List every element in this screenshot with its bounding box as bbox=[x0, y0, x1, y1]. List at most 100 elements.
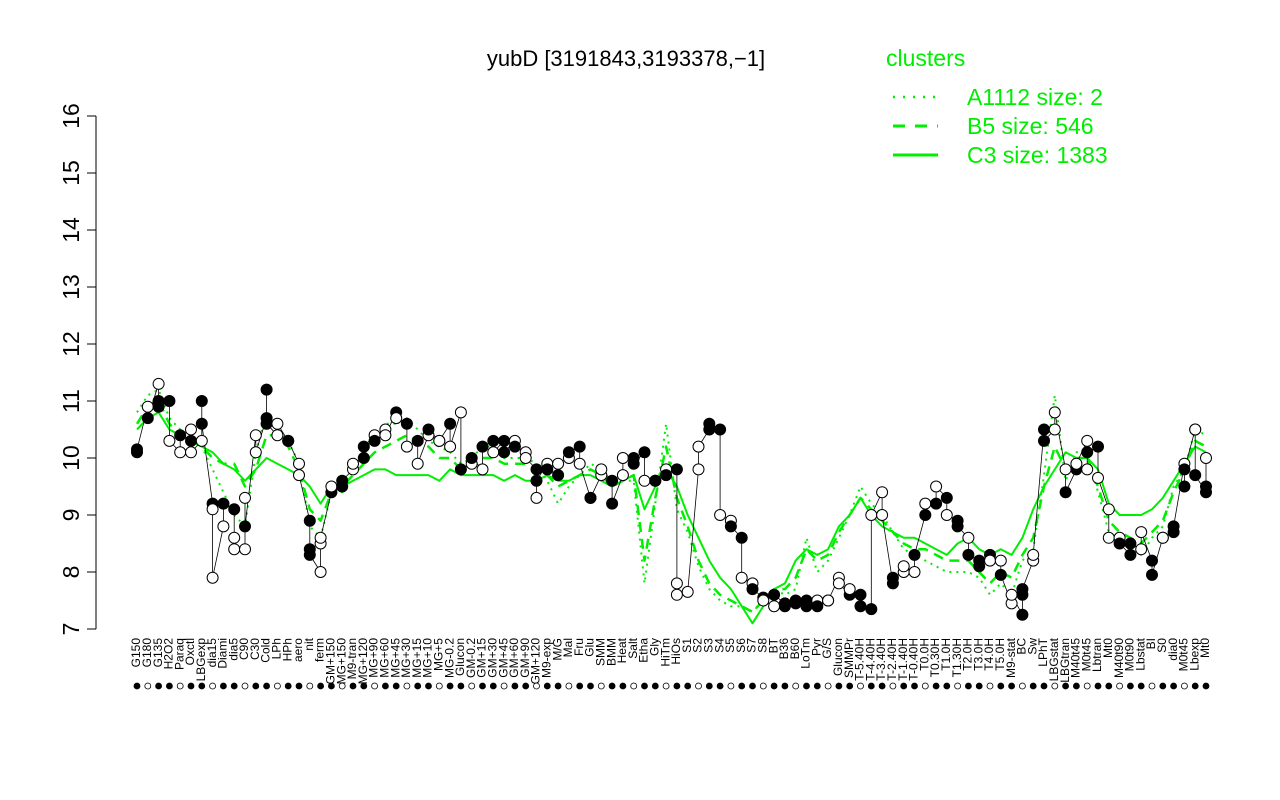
y-tick-label: 16 bbox=[58, 103, 84, 129]
x-tick-label: GM+120 bbox=[529, 638, 543, 685]
x-marker bbox=[1181, 682, 1188, 690]
data-point bbox=[876, 486, 889, 499]
legend: clusters A1112 size: 2 B5 size: 546 C3 s… bbox=[886, 45, 1108, 168]
x-tick-label: GM+30 bbox=[486, 638, 500, 678]
data-point bbox=[347, 457, 359, 470]
data-point bbox=[1092, 440, 1104, 453]
data-point bbox=[336, 474, 349, 487]
x-marker bbox=[727, 682, 735, 690]
data-point bbox=[249, 429, 262, 442]
data-point bbox=[735, 531, 748, 544]
x-marker bbox=[1127, 682, 1134, 690]
x-tick-label: dia5 bbox=[226, 638, 240, 661]
data-point bbox=[908, 548, 921, 561]
x-marker bbox=[133, 682, 141, 690]
data-point bbox=[1081, 463, 1094, 476]
x-tick-label: Mt0 bbox=[1198, 638, 1212, 658]
x-tick-label: T-2.40H bbox=[885, 638, 899, 681]
data-point bbox=[1135, 526, 1148, 539]
data-point bbox=[228, 531, 241, 544]
data-point bbox=[195, 434, 208, 447]
x-tick-label: Lbtran bbox=[1090, 638, 1104, 672]
x-marker bbox=[1191, 682, 1199, 690]
x-tick-label: GM+45 bbox=[496, 638, 510, 678]
x-marker bbox=[349, 682, 357, 690]
data-point bbox=[303, 514, 316, 527]
x-tick-label: M40t90 bbox=[1112, 638, 1126, 678]
x-marker bbox=[144, 682, 152, 690]
data-point bbox=[1081, 446, 1094, 459]
x-tick-label: T1.0H bbox=[939, 638, 953, 671]
x-marker bbox=[738, 682, 746, 690]
x-marker bbox=[273, 682, 281, 690]
data-point bbox=[606, 497, 619, 510]
x-marker bbox=[651, 682, 659, 690]
x-marker bbox=[1040, 682, 1048, 690]
data-point bbox=[940, 509, 953, 521]
y-tick-label: 13 bbox=[58, 274, 84, 300]
data-point bbox=[1167, 520, 1180, 533]
x-marker bbox=[975, 682, 983, 690]
data-point bbox=[962, 548, 975, 561]
x-tick-label: aero bbox=[291, 638, 305, 662]
x-tick-label: S2 bbox=[691, 638, 705, 653]
x-tick-label: T0.0H bbox=[917, 638, 931, 671]
x-marker bbox=[1202, 682, 1210, 690]
x-marker bbox=[943, 682, 951, 690]
x-tick-label: LoTm bbox=[799, 638, 813, 669]
data-point bbox=[185, 446, 197, 459]
data-point bbox=[1135, 543, 1148, 556]
data-point bbox=[1038, 423, 1050, 436]
data-point bbox=[444, 440, 457, 453]
legend-label-solid: C3 size: 1383 bbox=[967, 142, 1108, 168]
data-point bbox=[573, 440, 586, 453]
data-point bbox=[1102, 531, 1115, 544]
data-point bbox=[1059, 486, 1072, 499]
data-point bbox=[649, 474, 662, 487]
x-tick-label: BC bbox=[1015, 638, 1029, 655]
data-point bbox=[476, 440, 489, 453]
x-marker bbox=[986, 682, 994, 690]
x-tick-label: Glucon bbox=[453, 638, 467, 676]
y-tick-label: 8 bbox=[58, 566, 84, 579]
data-point bbox=[228, 503, 241, 516]
x-marker bbox=[695, 682, 702, 690]
x-marker bbox=[954, 682, 961, 690]
x-marker bbox=[241, 682, 249, 690]
data-point bbox=[1048, 406, 1061, 419]
x-marker bbox=[641, 682, 648, 690]
x-tick-label: H2O2 bbox=[162, 638, 176, 670]
x-tick-label: T2.0H bbox=[961, 638, 975, 671]
y-tick-label: 11 bbox=[58, 389, 84, 413]
x-marker bbox=[781, 682, 789, 690]
data-point bbox=[487, 434, 500, 447]
data-point bbox=[195, 417, 208, 430]
x-marker bbox=[1116, 682, 1123, 690]
data-point bbox=[962, 531, 975, 544]
data-point bbox=[616, 469, 629, 482]
data-point bbox=[768, 588, 781, 601]
data-point bbox=[919, 497, 932, 510]
x-tick-label: GM-0.2 bbox=[464, 638, 478, 678]
x-tick-label: G150 bbox=[129, 638, 143, 668]
sample-trace bbox=[136, 383, 1207, 615]
x-marker bbox=[522, 682, 530, 690]
data-point bbox=[681, 585, 694, 598]
x-tick-label: Glu bbox=[583, 638, 597, 657]
data-point bbox=[422, 423, 435, 436]
x-marker bbox=[911, 682, 918, 690]
data-point bbox=[908, 566, 921, 578]
x-marker bbox=[889, 682, 897, 690]
data-point bbox=[1189, 469, 1202, 482]
x-marker bbox=[1019, 682, 1026, 690]
data-point bbox=[692, 440, 705, 453]
data-point bbox=[1092, 471, 1104, 484]
x-tick-label: BMM bbox=[604, 638, 618, 666]
x-tick-label: dia15 bbox=[205, 638, 219, 668]
data-point bbox=[1200, 480, 1212, 493]
x-marker bbox=[630, 682, 638, 690]
x-marker bbox=[857, 682, 864, 690]
x-marker bbox=[921, 682, 929, 690]
x-tick-label: MG+120 bbox=[356, 638, 370, 685]
